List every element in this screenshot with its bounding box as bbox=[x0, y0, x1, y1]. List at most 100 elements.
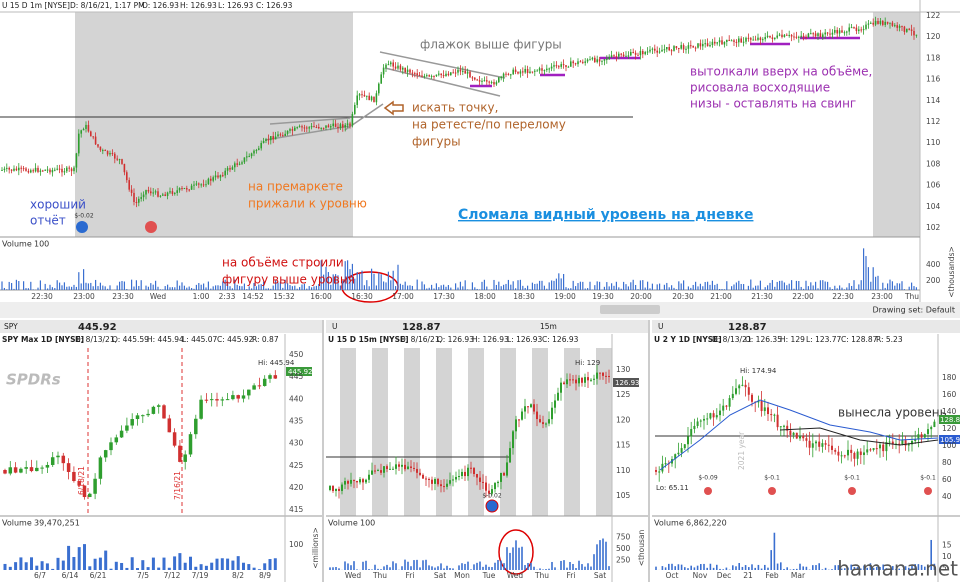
volume: 39,470,251 bbox=[34, 519, 80, 528]
volume-bar bbox=[892, 566, 894, 570]
period[interactable]: 15m bbox=[540, 322, 557, 331]
volume-bar bbox=[8, 566, 12, 570]
volume-bar bbox=[109, 285, 111, 290]
candle bbox=[848, 27, 850, 32]
volume-bar bbox=[426, 288, 428, 290]
volume-bar bbox=[189, 556, 192, 570]
price: 445.92 bbox=[78, 322, 117, 333]
volume-bar bbox=[365, 560, 367, 570]
candle bbox=[93, 478, 97, 494]
candle bbox=[593, 378, 595, 380]
candle bbox=[315, 126, 318, 128]
candle bbox=[762, 39, 764, 41]
stripe bbox=[564, 348, 580, 516]
dividend-icon[interactable] bbox=[145, 221, 157, 233]
volume-bar bbox=[242, 562, 245, 570]
volume-bar bbox=[97, 286, 99, 290]
candle bbox=[308, 127, 310, 129]
volume-bar bbox=[399, 283, 401, 290]
volume-bar bbox=[279, 281, 281, 290]
x-tick-label: Wed bbox=[507, 571, 524, 580]
x-tick-label: 22:30 bbox=[832, 292, 854, 301]
triangle-line bbox=[264, 125, 351, 141]
x-tick-label: Mon bbox=[454, 571, 470, 580]
candle bbox=[18, 167, 20, 171]
dividend-icon[interactable] bbox=[848, 487, 856, 495]
symbol[interactable]: U bbox=[332, 322, 338, 331]
volume-bar bbox=[548, 282, 550, 290]
candle bbox=[356, 481, 358, 483]
volume-bar bbox=[618, 287, 620, 290]
volume-bar bbox=[625, 284, 627, 290]
volume-bar bbox=[217, 285, 219, 290]
candle bbox=[502, 73, 505, 78]
candle bbox=[236, 163, 238, 165]
candle bbox=[373, 96, 375, 103]
hi-label: Hi: 445.94 bbox=[258, 359, 295, 367]
volume-bar bbox=[651, 283, 653, 290]
volume-bar bbox=[596, 544, 598, 570]
earnings-icon[interactable] bbox=[485, 499, 499, 513]
candle bbox=[119, 430, 124, 438]
y-tick-label: 110 bbox=[926, 138, 941, 147]
symbol[interactable]: U bbox=[658, 322, 664, 331]
candle bbox=[243, 157, 246, 163]
scrollbar[interactable] bbox=[0, 302, 960, 318]
dividend-icon[interactable] bbox=[768, 487, 776, 495]
volume-bar bbox=[422, 560, 424, 570]
volume-bar bbox=[301, 284, 303, 290]
volume-bar bbox=[865, 256, 867, 290]
x-tick-label: 8/9 bbox=[259, 571, 271, 580]
volume-bar bbox=[498, 281, 500, 290]
candle bbox=[723, 41, 726, 45]
candle bbox=[850, 27, 853, 29]
earnings-icon[interactable] bbox=[76, 221, 88, 233]
volume-bar bbox=[353, 561, 355, 570]
candle bbox=[49, 169, 51, 173]
volume-bar bbox=[853, 566, 856, 570]
candle bbox=[677, 452, 680, 455]
candle bbox=[493, 82, 495, 85]
volume-bar bbox=[257, 569, 261, 570]
volume-bar bbox=[632, 279, 634, 290]
volume-bar bbox=[898, 568, 900, 570]
scroll-thumb[interactable] bbox=[600, 305, 660, 314]
candle bbox=[590, 379, 592, 381]
candle bbox=[911, 440, 913, 445]
volume-bar bbox=[674, 566, 676, 570]
volume-bar bbox=[241, 286, 243, 290]
candle bbox=[390, 62, 392, 65]
volume-bar bbox=[515, 288, 517, 290]
volume-bar bbox=[72, 556, 76, 570]
volume-bar bbox=[731, 286, 733, 290]
candle bbox=[841, 30, 843, 33]
candle bbox=[570, 61, 572, 67]
volume-bar bbox=[373, 273, 375, 290]
volume-bar bbox=[464, 280, 466, 290]
candle bbox=[750, 38, 752, 40]
candle bbox=[154, 191, 157, 193]
candle bbox=[418, 74, 421, 76]
candle bbox=[361, 94, 363, 96]
dividend-icon[interactable] bbox=[924, 487, 932, 495]
drawing-set[interactable]: Drawing set: Default bbox=[872, 306, 955, 315]
candle bbox=[476, 79, 478, 81]
volume-bar bbox=[344, 561, 346, 570]
candle bbox=[350, 479, 352, 484]
volume-bar bbox=[361, 270, 363, 290]
candle bbox=[524, 406, 526, 412]
candle bbox=[685, 48, 687, 50]
candle bbox=[125, 425, 129, 431]
volume-bar bbox=[879, 566, 881, 570]
volume-bar bbox=[779, 280, 781, 290]
x-tick-label: 17:00 bbox=[392, 292, 414, 301]
candle bbox=[596, 372, 598, 379]
volume-bar bbox=[220, 558, 224, 570]
dividend-icon[interactable] bbox=[704, 487, 712, 495]
volume-bar bbox=[799, 563, 801, 570]
symbol[interactable]: SPY bbox=[4, 322, 18, 331]
volume-series bbox=[1, 248, 917, 290]
candle bbox=[359, 479, 361, 483]
volume-bar bbox=[3, 287, 5, 290]
